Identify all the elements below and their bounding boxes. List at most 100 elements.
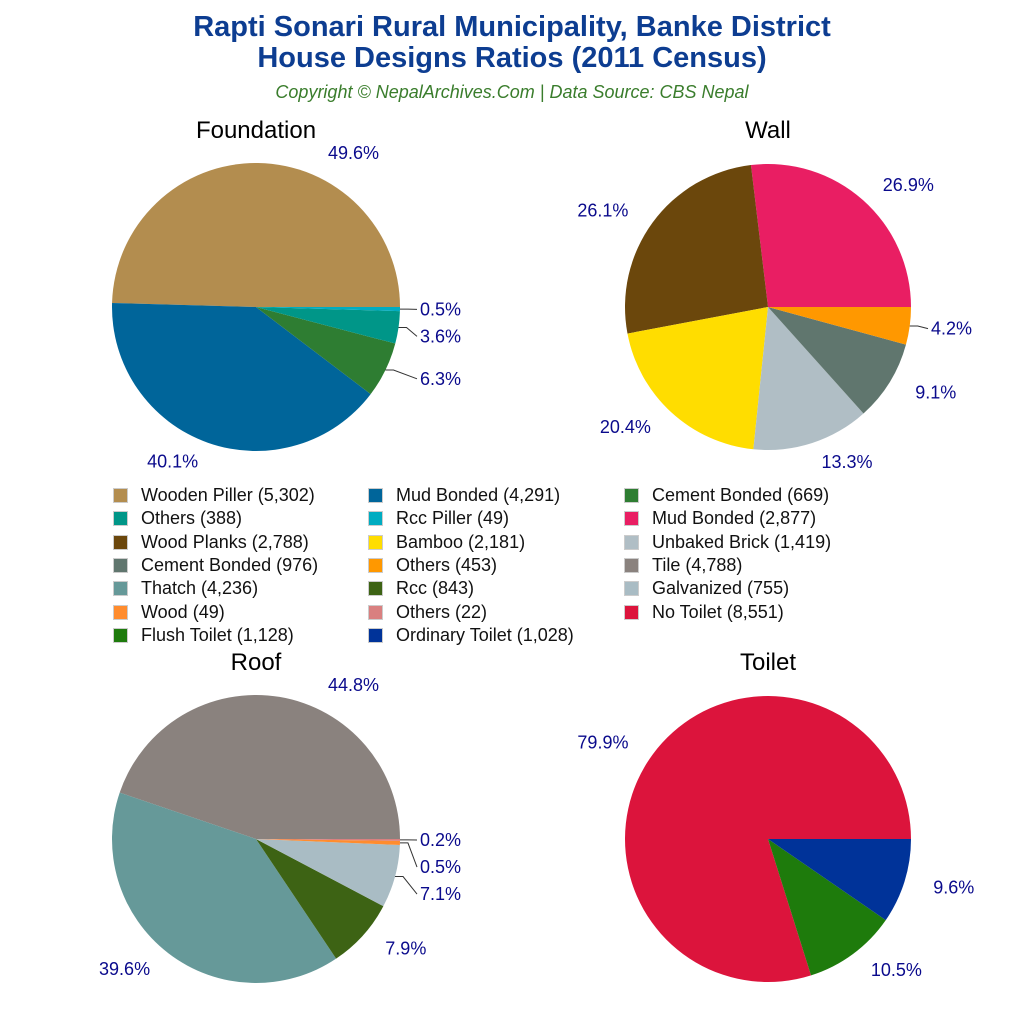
label-leader-line (399, 842, 418, 868)
legend-label: Flush Toilet (1,128) (141, 624, 294, 645)
legend-item: No Toilet (8,551) (624, 600, 884, 623)
pie-slice (768, 307, 906, 414)
legend-item: Mud Bonded (2,877) (624, 507, 884, 530)
pie-slice (768, 839, 911, 921)
legend-item: Galvanized (755) (624, 577, 884, 600)
legend-item: Bamboo (2,181) (368, 531, 624, 554)
legend-item: Others (453) (368, 554, 624, 577)
slice-percent-label: 20.4% (600, 417, 651, 437)
legend-label: Bamboo (2,181) (396, 531, 526, 552)
legend-label: Galvanized (755) (652, 578, 790, 599)
slice-percent-label: 0.5% (420, 857, 461, 877)
legend-swatch (368, 604, 383, 620)
pie-slice (768, 839, 886, 976)
legend-swatch (624, 558, 639, 574)
legend-item: Wooden Piller (5,302) (113, 484, 368, 507)
pie-slice (119, 694, 400, 839)
slice-percent-label: 6.3% (420, 369, 461, 389)
legend-swatch (624, 604, 639, 620)
pie-slice (753, 307, 864, 450)
legend-label: Others (22) (396, 601, 488, 622)
pie-title: Foundation (196, 117, 316, 144)
legend-label: Rcc Piller (49) (396, 508, 510, 529)
legend-label: Cement Bonded (669) (652, 485, 830, 506)
pie-slice (768, 307, 911, 345)
slice-percent-label: 4.2% (931, 319, 972, 339)
legend-swatch (113, 534, 128, 550)
legend-label: Wooden Piller (5,302) (141, 485, 315, 506)
legend-swatch (624, 488, 639, 504)
slice-percent-label: 3.6% (420, 326, 461, 346)
chart-subtitle: Copyright © NepalArchives.Com | Data Sou… (275, 82, 749, 102)
slice-percent-label: 0.2% (420, 830, 461, 850)
legend: Wooden Piller (5,302) Mud Bonded (4,291) C… (113, 484, 884, 647)
legend-swatch (368, 488, 383, 504)
pie-roof: Roof 44.8% 39.6% 7.9% 7.1% 0.5% 0.2% (99, 649, 461, 984)
legend-swatch (368, 627, 383, 643)
legend-swatch (113, 581, 128, 597)
pie-slice (750, 164, 911, 307)
legend-label: Tile (4,788) (652, 555, 743, 576)
legend-item: Rcc Piller (49) (368, 507, 624, 530)
legend-item: Cement Bonded (669) (624, 484, 884, 507)
label-leader-line (909, 325, 929, 330)
legend-label: Mud Bonded (4,291) (396, 485, 561, 506)
legend-label: Rcc (843) (396, 578, 475, 599)
pie-slice (112, 302, 371, 452)
pie-slice (112, 162, 400, 307)
slice-percent-label: 26.9% (883, 175, 934, 195)
slice-percent-label: 9.1% (915, 383, 956, 403)
legend-swatch (368, 534, 383, 550)
legend-item: Ordinary Toilet (1,028) (368, 624, 624, 647)
pie-slice (256, 307, 400, 344)
legend-item: Wood Planks (2,788) (113, 531, 368, 554)
pie-title: Wall (745, 117, 791, 144)
chart-title-line2: House Designs Ratios (2011 Census) (257, 42, 767, 74)
legend-label: Others (453) (396, 555, 498, 576)
legend-swatch (113, 604, 128, 620)
slice-percent-label: 39.6% (99, 959, 150, 979)
label-leader-line (385, 369, 418, 380)
slice-percent-label: 13.3% (821, 452, 872, 472)
slice-percent-label: 49.6% (328, 143, 379, 163)
legend-item: Unbaked Brick (1,419) (624, 531, 884, 554)
legend-item: Others (388) (113, 507, 368, 530)
pie-wall: Wall 26.9% 26.1% 20.4% 13.3% 9.1% 4.2% (577, 117, 972, 472)
legend-swatch (113, 558, 128, 574)
slice-percent-label: 7.9% (385, 939, 426, 959)
legend-label: Mud Bonded (2,877) (652, 508, 817, 529)
pie-slice (256, 839, 400, 907)
legend-item: Wood (49) (113, 600, 368, 623)
slice-percent-label: 44.8% (328, 675, 379, 695)
pie-toilet: Toilet 79.9% 10.5% 9.6% (577, 649, 974, 982)
slice-percent-label: 40.1% (147, 452, 198, 472)
pie-slice (111, 792, 337, 984)
legend-label: Wood (49) (141, 601, 225, 622)
pie-slice (627, 307, 768, 450)
legend-item: Mud Bonded (4,291) (368, 484, 624, 507)
legend-swatch (368, 581, 383, 597)
slice-percent-label: 10.5% (871, 960, 922, 980)
pie-title: Roof (231, 649, 282, 676)
legend-label: Unbaked Brick (1,419) (652, 531, 832, 552)
legend-swatch (368, 558, 383, 574)
legend-label: Ordinary Toilet (1,028) (396, 624, 574, 645)
label-leader-line (398, 326, 418, 337)
legend-item: Tile (4,788) (624, 554, 884, 577)
pie-slice (256, 307, 396, 395)
legend-swatch (113, 488, 128, 504)
legend-swatch (624, 534, 639, 550)
slice-percent-label: 79.9% (577, 733, 628, 753)
legend-label: Cement Bonded (976) (141, 555, 319, 576)
slice-percent-label: 26.1% (577, 201, 628, 221)
legend-label: No Toilet (8,551) (652, 601, 784, 622)
legend-item: Flush Toilet (1,128) (113, 624, 368, 647)
pie-slice (256, 839, 400, 841)
legend-item: Thatch (4,236) (113, 577, 368, 600)
slice-percent-label: 7.1% (420, 884, 461, 904)
legend-label: Thatch (4,236) (141, 578, 259, 599)
legend-item: Rcc (843) (368, 577, 624, 600)
legend-swatch (624, 581, 639, 597)
slice-percent-label: 9.6% (933, 877, 974, 897)
